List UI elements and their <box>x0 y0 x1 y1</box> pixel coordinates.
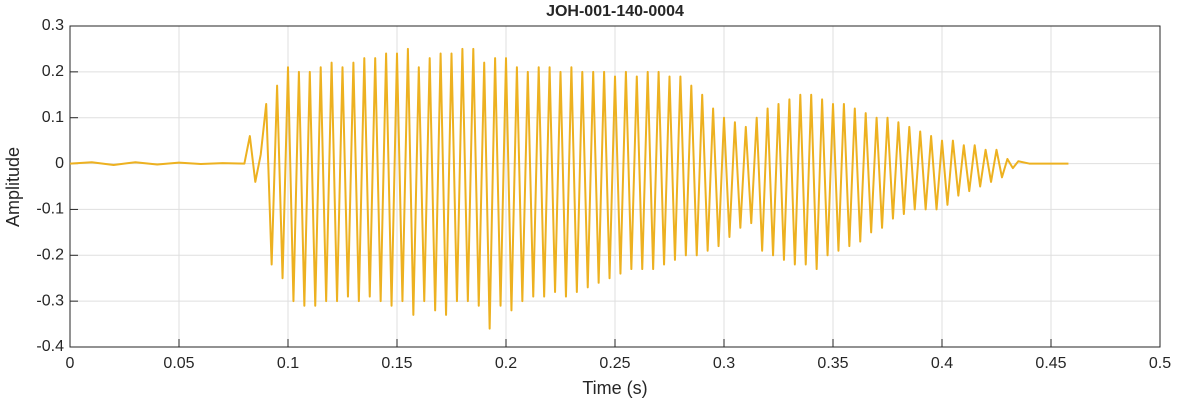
chart-title: JOH-001-140-0004 <box>546 3 684 20</box>
y-tick-label: -0.1 <box>36 201 64 218</box>
x-tick-label: 0.4 <box>931 355 953 372</box>
plot-frame <box>69 25 1161 348</box>
x-tick-label: 0.2 <box>495 355 517 372</box>
x-tick-label: 0.5 <box>1149 355 1171 372</box>
x-tick-label: 0.25 <box>599 355 630 372</box>
y-tick-label: 0.2 <box>42 63 64 80</box>
y-tick-label: 0.1 <box>42 109 64 126</box>
y-tick-label: 0.3 <box>42 17 64 34</box>
x-tick-label: 0.1 <box>277 355 299 372</box>
y-tick-label: -0.3 <box>36 292 64 309</box>
x-tick-label: 0 <box>66 355 75 372</box>
y-tick-label: -0.4 <box>36 338 64 355</box>
x-tick-label: 0.3 <box>713 355 735 372</box>
waveform-line <box>69 47 1069 330</box>
y-tick-label: 0 <box>55 155 64 172</box>
y-axis-label: Amplitude <box>3 147 23 227</box>
x-axis-label: Time (s) <box>582 378 647 398</box>
x-tick-label: 0.45 <box>1035 355 1066 372</box>
x-tick-label: 0.15 <box>381 355 412 372</box>
x-tick-label: 0.05 <box>163 355 194 372</box>
y-tick-label: -0.2 <box>36 247 64 264</box>
x-tick-label: 0.35 <box>817 355 848 372</box>
